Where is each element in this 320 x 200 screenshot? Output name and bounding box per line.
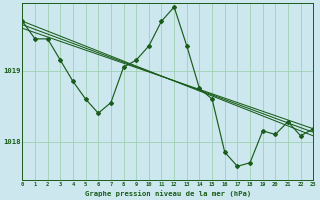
X-axis label: Graphe pression niveau de la mer (hPa): Graphe pression niveau de la mer (hPa) xyxy=(85,190,251,197)
